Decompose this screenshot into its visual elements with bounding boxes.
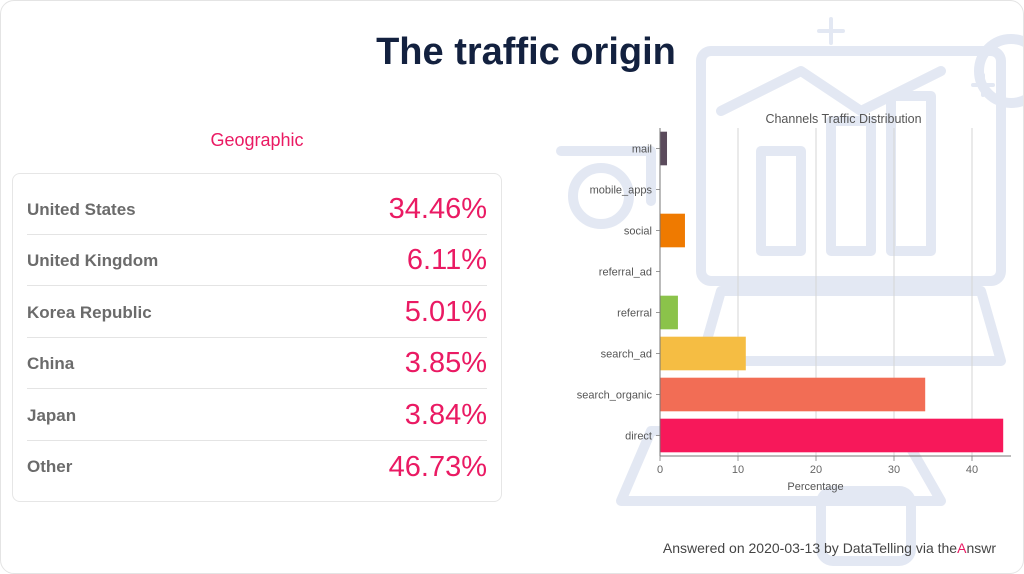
bar-search_organic [660, 377, 926, 412]
chart-title: Channels Traffic Distribution [765, 112, 921, 126]
x-tick-label: 30 [888, 464, 900, 476]
country-share: 34.46% [388, 193, 487, 225]
category-label: social [624, 226, 652, 238]
geo-row: Korea Republic 5.01% [27, 288, 487, 338]
category-label: search_ad [601, 349, 652, 361]
bar-direct [660, 418, 1004, 453]
geo-row: United Kingdom 6.11% [27, 236, 487, 286]
category-label: mail [632, 144, 652, 156]
country-name: Japan [27, 405, 77, 425]
bar-search_ad [660, 336, 746, 371]
footer-prefix: Answered on 2020-03-13 by DataTelling vi… [662, 540, 958, 556]
country-name: United States [27, 199, 136, 219]
country-name: Korea Republic [27, 302, 152, 322]
x-tick-label: 10 [732, 464, 744, 476]
country-name: United Kingdom [27, 250, 159, 270]
x-tick-label: 20 [810, 464, 822, 476]
category-label: mobile_apps [590, 185, 653, 197]
country-share: 6.11% [406, 244, 487, 276]
category-label: referral_ad [599, 267, 652, 279]
country-name: China [27, 353, 75, 373]
geographic-heading: Geographic [210, 130, 304, 150]
country-name: Other [27, 457, 73, 476]
footer-attribution: Answered on 2020-03-13 by DataTelling vi… [1, 540, 996, 556]
page-title: The traffic origin [376, 31, 676, 73]
x-tick-label: 0 [657, 464, 663, 476]
geo-row: Japan 3.84% [27, 391, 487, 441]
category-label: search_organic [577, 390, 653, 402]
category-label: direct [625, 431, 652, 443]
bar-referral [660, 295, 678, 330]
geo-row: Other 46.73% [27, 442, 487, 492]
geo-row: China 3.85% [27, 339, 487, 389]
bar-social [660, 213, 685, 248]
x-tick-label: 40 [966, 464, 978, 476]
footer-suffix: nswr [966, 540, 996, 556]
country-share: 46.73% [388, 450, 487, 483]
x-axis-label: Percentage [787, 481, 843, 493]
country-share: 3.85% [404, 347, 487, 379]
bar-mail [660, 131, 668, 166]
country-share: 3.84% [404, 399, 487, 431]
country-share: 5.01% [404, 296, 487, 328]
footer-accent: A [957, 540, 967, 556]
geo-row: United States 34.46% [27, 185, 487, 235]
geographic-table: United States 34.46% United Kingdom 6.11… [12, 173, 502, 502]
category-label: referral [617, 308, 652, 320]
